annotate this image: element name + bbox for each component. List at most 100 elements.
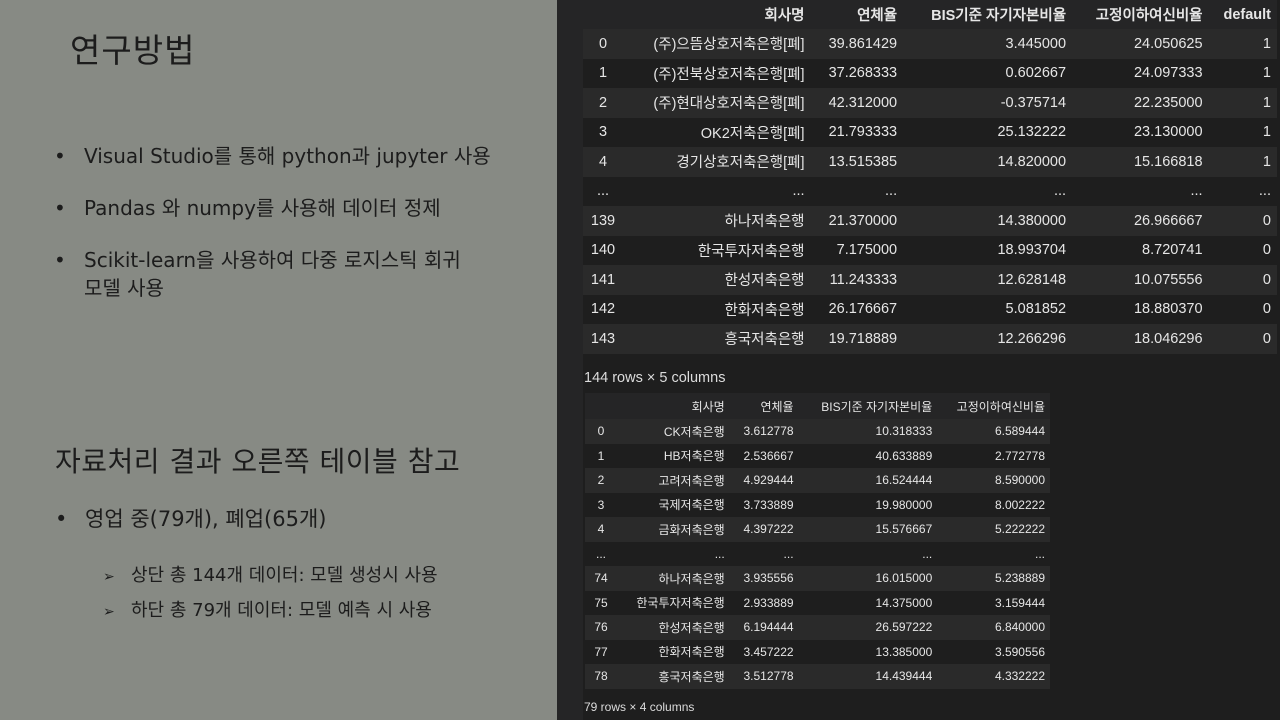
table-cell: ... (714, 546, 725, 561)
table-row: 76 한성저축은행 6.194444 26.597222 6.840000 (585, 615, 1050, 640)
table-cell: 12.266296 (997, 330, 1067, 347)
table-cell: 흥국저축은행 (658, 669, 725, 684)
table-cell: 42.312000 (828, 94, 898, 111)
table-cell: 40.633889 (875, 448, 933, 463)
table-row: 139 하나저축은행 21.370000 14.380000 26.966667 0 (583, 206, 1277, 236)
table-cell: 0.602667 (1005, 65, 1067, 82)
table-cell: 5.081852 (1005, 301, 1067, 318)
table-cell: ... (885, 183, 898, 200)
row-index-cell: ... (595, 546, 606, 561)
training-data-table: 회사명 연체율 BIS기준 자기자본비율 고정이하여신비율 default 0 (… (583, 0, 1277, 354)
table-row: 0 (주)으뜸상호저축은행[폐] 39.861429 3.445000 24.05062… (583, 29, 1277, 59)
table-cell: 23.130000 (1133, 124, 1203, 141)
bullet-icon: • (54, 196, 66, 220)
table-row: 2 (주)현대상호저축은행[폐] 42.312000 -0.375714 22.2350… (583, 88, 1277, 118)
table-cell: 8.002222 (994, 497, 1045, 512)
table-row: 4 금화저축은행 4.397222 15.576667 5.222222 (585, 517, 1050, 542)
default-header: default (1208, 0, 1277, 29)
table-cell: -0.375714 (1000, 94, 1067, 111)
table-cell: 39.861429 (828, 35, 898, 52)
table-cell: 13.515385 (828, 153, 898, 170)
table-row: 142 한화저축은행 26.176667 5.081852 18.880370 0 (583, 294, 1277, 324)
row-index-cell: 3 (597, 497, 605, 512)
bullet-item: • Visual Studio를 통해 python과 jupyter 사용 (52, 142, 542, 170)
table-shape-caption: 79 rows × 4 columns (584, 700, 695, 714)
table-cell: ... (783, 546, 794, 561)
row-index-cell: 1 (597, 448, 605, 463)
table-cell: 흥국저축은행 (724, 332, 805, 349)
table-cell: 0 (1262, 330, 1271, 347)
table-cell: 2.772778 (994, 448, 1045, 463)
table-row: 3 국제저축은행 3.733889 19.980000 8.002222 (585, 492, 1050, 517)
bullet-icon: • (54, 248, 66, 272)
table-cell: 한화저축은행 (658, 645, 725, 660)
table-cell: 하나저축은행 (724, 214, 805, 231)
table-row: .................. (583, 176, 1277, 206)
table-row: 143 흥국저축은행 19.718889 12.266296 18.046296 0 (583, 324, 1277, 354)
table-cell: ... (792, 183, 805, 200)
table-cell: 8.720741 (1142, 242, 1203, 259)
table-cell: (주)으뜸상호저축은행[폐] (653, 37, 805, 54)
table-cell: 24.050625 (1133, 35, 1203, 52)
table-cell: 1 (1262, 124, 1271, 141)
table-cell: 경기상호저축은행[폐] (676, 155, 805, 172)
sub-bullet-list: ➢ 상단 총 144개 데이터: 모델 생성시 사용 ➢ 하단 총 79개 데이터:… (103, 559, 438, 629)
table-cell: (주)전북상호저축은행[폐] (653, 66, 805, 83)
table-cell: 0 (1262, 242, 1271, 259)
table-cell: 2.536667 (743, 448, 794, 463)
table-row: ............... (585, 541, 1050, 566)
index-header (583, 0, 623, 29)
row-index-cell: 2 (598, 94, 608, 111)
table-cell: 3.733889 (743, 497, 794, 512)
slide-panel: 연구방법 • Visual Studio를 통해 python과 jupyter … (0, 0, 557, 720)
table-header-row: 회사명 연체율 BIS기준 자기자본비율 고정이하여신비율 default (583, 0, 1277, 29)
table-cell: 7.175000 (836, 242, 898, 259)
editor-gutter (557, 0, 583, 720)
table-cell: 3.590556 (994, 644, 1045, 659)
bullet-item: • Scikit-learn을 사용하여 다중 로지스틱 회귀 모델 사용 (52, 246, 464, 302)
table-row: 1 (주)전북상호저축은행[폐] 37.268333 0.602667 24.09733… (583, 58, 1277, 88)
table-cell: 6.840000 (994, 620, 1045, 635)
table-cell: 국제저축은행 (658, 498, 725, 513)
table-cell: 3.457222 (743, 644, 794, 659)
table-cell: 한국투자저축은행 (636, 596, 725, 611)
table-row: 141 한성저축은행 11.243333 12.628148 10.075556 0 (583, 265, 1277, 295)
table-cell: 21.793333 (828, 124, 898, 141)
table-cell: 4.929444 (743, 473, 794, 488)
sub-bullet-text: 하단 총 79개 데이터: 모델 예측 시 사용 (131, 600, 432, 621)
table-cell: 3.935556 (743, 571, 794, 586)
table-cell: ... (1258, 183, 1271, 200)
row-index-cell: 78 (594, 669, 608, 684)
bis-ratio-header: BIS기준 자기자본비율 (903, 0, 1073, 29)
table-cell: 한성저축은행 (724, 273, 805, 290)
table-row: 2 고려저축은행 4.929444 16.524444 8.590000 (585, 468, 1050, 493)
row-index-cell: 3 (598, 124, 608, 141)
row-index-cell: 143 (590, 330, 616, 347)
sub-bullet-item: ➢ 하단 총 79개 데이터: 모델 예측 시 사용 (103, 594, 438, 629)
table-cell: 1 (1262, 35, 1271, 52)
table-row: 77 한화저축은행 3.457222 13.385000 3.590556 (585, 639, 1050, 664)
delinquency-rate-header: 연체율 (729, 393, 799, 419)
row-index-cell: 4 (598, 153, 608, 170)
table-cell: 16.524444 (875, 473, 933, 488)
table-cell: CK저축은행 (663, 424, 725, 439)
table-cell: ... (1053, 183, 1067, 200)
table-cell: 14.439444 (875, 669, 933, 684)
table-cell: 10.075556 (1133, 271, 1203, 288)
table-cell: 25.132222 (997, 124, 1067, 141)
result-subtitle: 자료처리 결과 오른쪽 테이블 참고 (55, 445, 461, 478)
bullet-text: Pandas 와 numpy를 사용해 데이터 정제 (84, 196, 441, 220)
table-cell: 18.880370 (1133, 301, 1203, 318)
row-index-cell: 0 (598, 35, 608, 52)
table-row: 140 한국투자저축은행 7.175000 18.993704 8.720741 0 (583, 235, 1277, 265)
table-cell: 5.238889 (994, 571, 1045, 586)
table-cell: 18.046296 (1133, 330, 1203, 347)
table-cell: 4.332222 (994, 669, 1045, 684)
index-header (585, 393, 617, 419)
table-cell: 10.318333 (875, 424, 933, 439)
table-shape-caption: 144 rows × 5 columns (584, 370, 726, 386)
table-cell: 15.166818 (1133, 153, 1203, 170)
table-cell: 4.397222 (743, 522, 794, 537)
table-cell: 1 (1262, 94, 1271, 111)
table-cell: OK2저축은행[폐] (700, 125, 805, 142)
